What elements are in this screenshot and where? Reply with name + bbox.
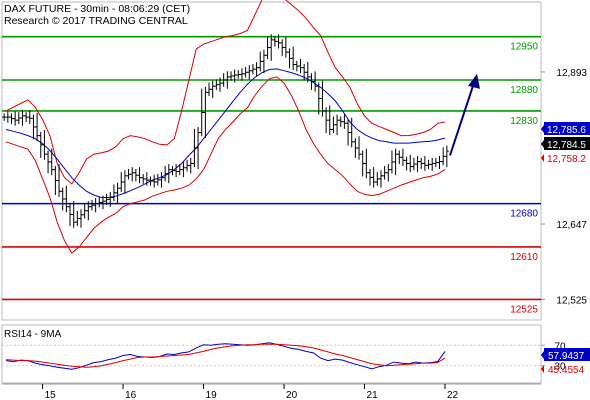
price-tags: 12,785.6 12,784.5 12,758.2: [541, 122, 590, 165]
level-label-12525: 12525: [510, 304, 538, 315]
rsi-lines: [2, 342, 541, 370]
price-bars: [2, 34, 449, 228]
level-label-12880: 12880: [510, 85, 538, 96]
price-panel: DAX FUTURE - 30min - 08:06:29 (CET) Rese…: [1, 0, 590, 321]
price-tag-pointer: [541, 140, 544, 148]
chart-title: DAX FUTURE - 30min - 08:06:29 (CET): [4, 3, 190, 15]
x-axis: 15 16 19 20 21 22: [2, 383, 541, 400]
price-tag-box: [544, 122, 590, 135]
rsi-series-line-0: [5, 342, 446, 370]
rsi-title: RSI14 - 9MA: [4, 329, 62, 340]
level-label-12680: 12680: [510, 209, 538, 220]
level-label-12830: 12830: [510, 116, 538, 127]
price-tag-pointer: [541, 154, 544, 162]
price-y-label: 12,525: [556, 295, 587, 306]
price-tag-label: 12,785.6: [547, 125, 586, 136]
price-tag-box: [544, 137, 590, 150]
price-tag-pointer: [541, 125, 544, 133]
x-tick-label: 19: [206, 390, 218, 400]
target-arrow-head: [468, 73, 480, 89]
target-arrow-shaft: [449, 79, 476, 156]
bollinger-bands: [5, 0, 446, 254]
level-label-12610: 12610: [510, 252, 538, 263]
chart-subtitle: Research © 2017 TRADING CENTRAL: [4, 15, 188, 27]
rsi-tag-label: 45.4554: [548, 365, 585, 376]
x-tick-label: 21: [367, 390, 379, 400]
x-tick-label: 22: [447, 390, 459, 400]
lower-band-line: [5, 76, 446, 254]
x-tick-label: 16: [125, 390, 137, 400]
rsi-tags: 57.9437 45.4554: [541, 348, 590, 376]
upper-band-line: [5, 0, 446, 185]
rsi-plot-frame: [1, 324, 542, 384]
moving-average-line: [5, 68, 446, 198]
price-y-label: 12,893: [556, 68, 587, 79]
rsi-tag-box: [544, 348, 590, 361]
price-y-label: 12,647: [556, 220, 587, 231]
rsi-tag-label: 57.9437: [548, 351, 585, 362]
target-arrow: [449, 73, 480, 156]
rsi-y-label: 70: [554, 341, 566, 352]
rsi-tag-pointer: [541, 351, 544, 359]
moving-average-polyline: [5, 68, 446, 198]
rsi-y-axis: 70 30: [541, 341, 566, 373]
rsi-series-line-1: [5, 343, 446, 368]
rsi-y-label: 30: [554, 362, 566, 373]
x-tick-label: 15: [45, 390, 57, 400]
price-y-axis: 12,893 12,647 12,525: [541, 68, 587, 306]
level-label-12950: 12950: [510, 42, 538, 53]
x-tick-label: 20: [286, 390, 298, 400]
price-tag-label: 12,784.5: [547, 140, 586, 151]
rsi-tag-pointer: [541, 365, 544, 373]
price-tag-label: 12,758.2: [547, 154, 586, 165]
rsi-panel: RSI14 - 9MA 70 30 57.9437 45.4554: [1, 324, 590, 384]
